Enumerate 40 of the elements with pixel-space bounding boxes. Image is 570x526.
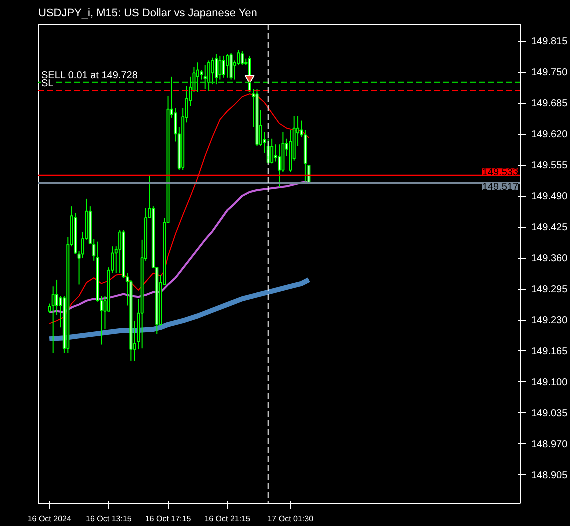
candlestick: [218, 55, 222, 80]
y-tick-label: 148.905: [532, 470, 568, 482]
x-tick-label: 17 Oct 01:30: [268, 514, 314, 524]
candlestick: [270, 138, 274, 164]
candlestick: [52, 286, 55, 354]
candlestick: [222, 55, 226, 78]
line-series: [48, 180, 310, 314]
y-tick-label: 149.230: [532, 316, 568, 327]
y-tick-label: 149.035: [532, 408, 568, 420]
chart-title: USDJPY_i, M15: US Dollar vs Japanese Yen: [38, 8, 258, 20]
y-tick-label: 149.165: [532, 346, 568, 358]
y-tick-label: 149.815: [532, 36, 568, 48]
ref-line-label: 149.533: [482, 168, 519, 179]
y-tick-label: 149.490: [532, 192, 568, 203]
y-tick-label: 149.685: [532, 98, 568, 110]
x-tick-label: 16 Oct 2024: [28, 514, 72, 524]
y-tick-label: 148.970: [532, 439, 568, 450]
x-tick-label: 16 Oct 21:15: [204, 514, 252, 524]
y-tick-label: 149.360: [532, 254, 568, 265]
candlestick: [230, 52, 233, 80]
candlestick: [208, 60, 211, 92]
candlestick: [226, 54, 230, 78]
candlestick: [200, 70, 204, 80]
y-tick-label: 149.750: [532, 68, 568, 79]
ref-line-label: 149.517: [482, 182, 519, 194]
x-tick-label: 16 Oct 17:15: [145, 514, 192, 524]
candlestick: [240, 50, 244, 66]
candlestick: [48, 303, 52, 314]
candlestick: [118, 230, 122, 274]
y-tick-label: 149.555: [532, 160, 568, 172]
ref-line-label: SL: [42, 78, 54, 90]
y-tick-label: 149.100: [532, 377, 568, 388]
y-tick-label: 149.620: [532, 130, 568, 141]
candlestick: [204, 64, 207, 90]
candlestick: [196, 62, 200, 93]
y-tick-label: 149.425: [532, 222, 568, 234]
x-tick-label: 16 Oct 13:15: [86, 514, 132, 524]
candlestick: [278, 144, 282, 188]
candlestick: [214, 54, 218, 86]
y-tick-label: 149.295: [532, 284, 568, 296]
